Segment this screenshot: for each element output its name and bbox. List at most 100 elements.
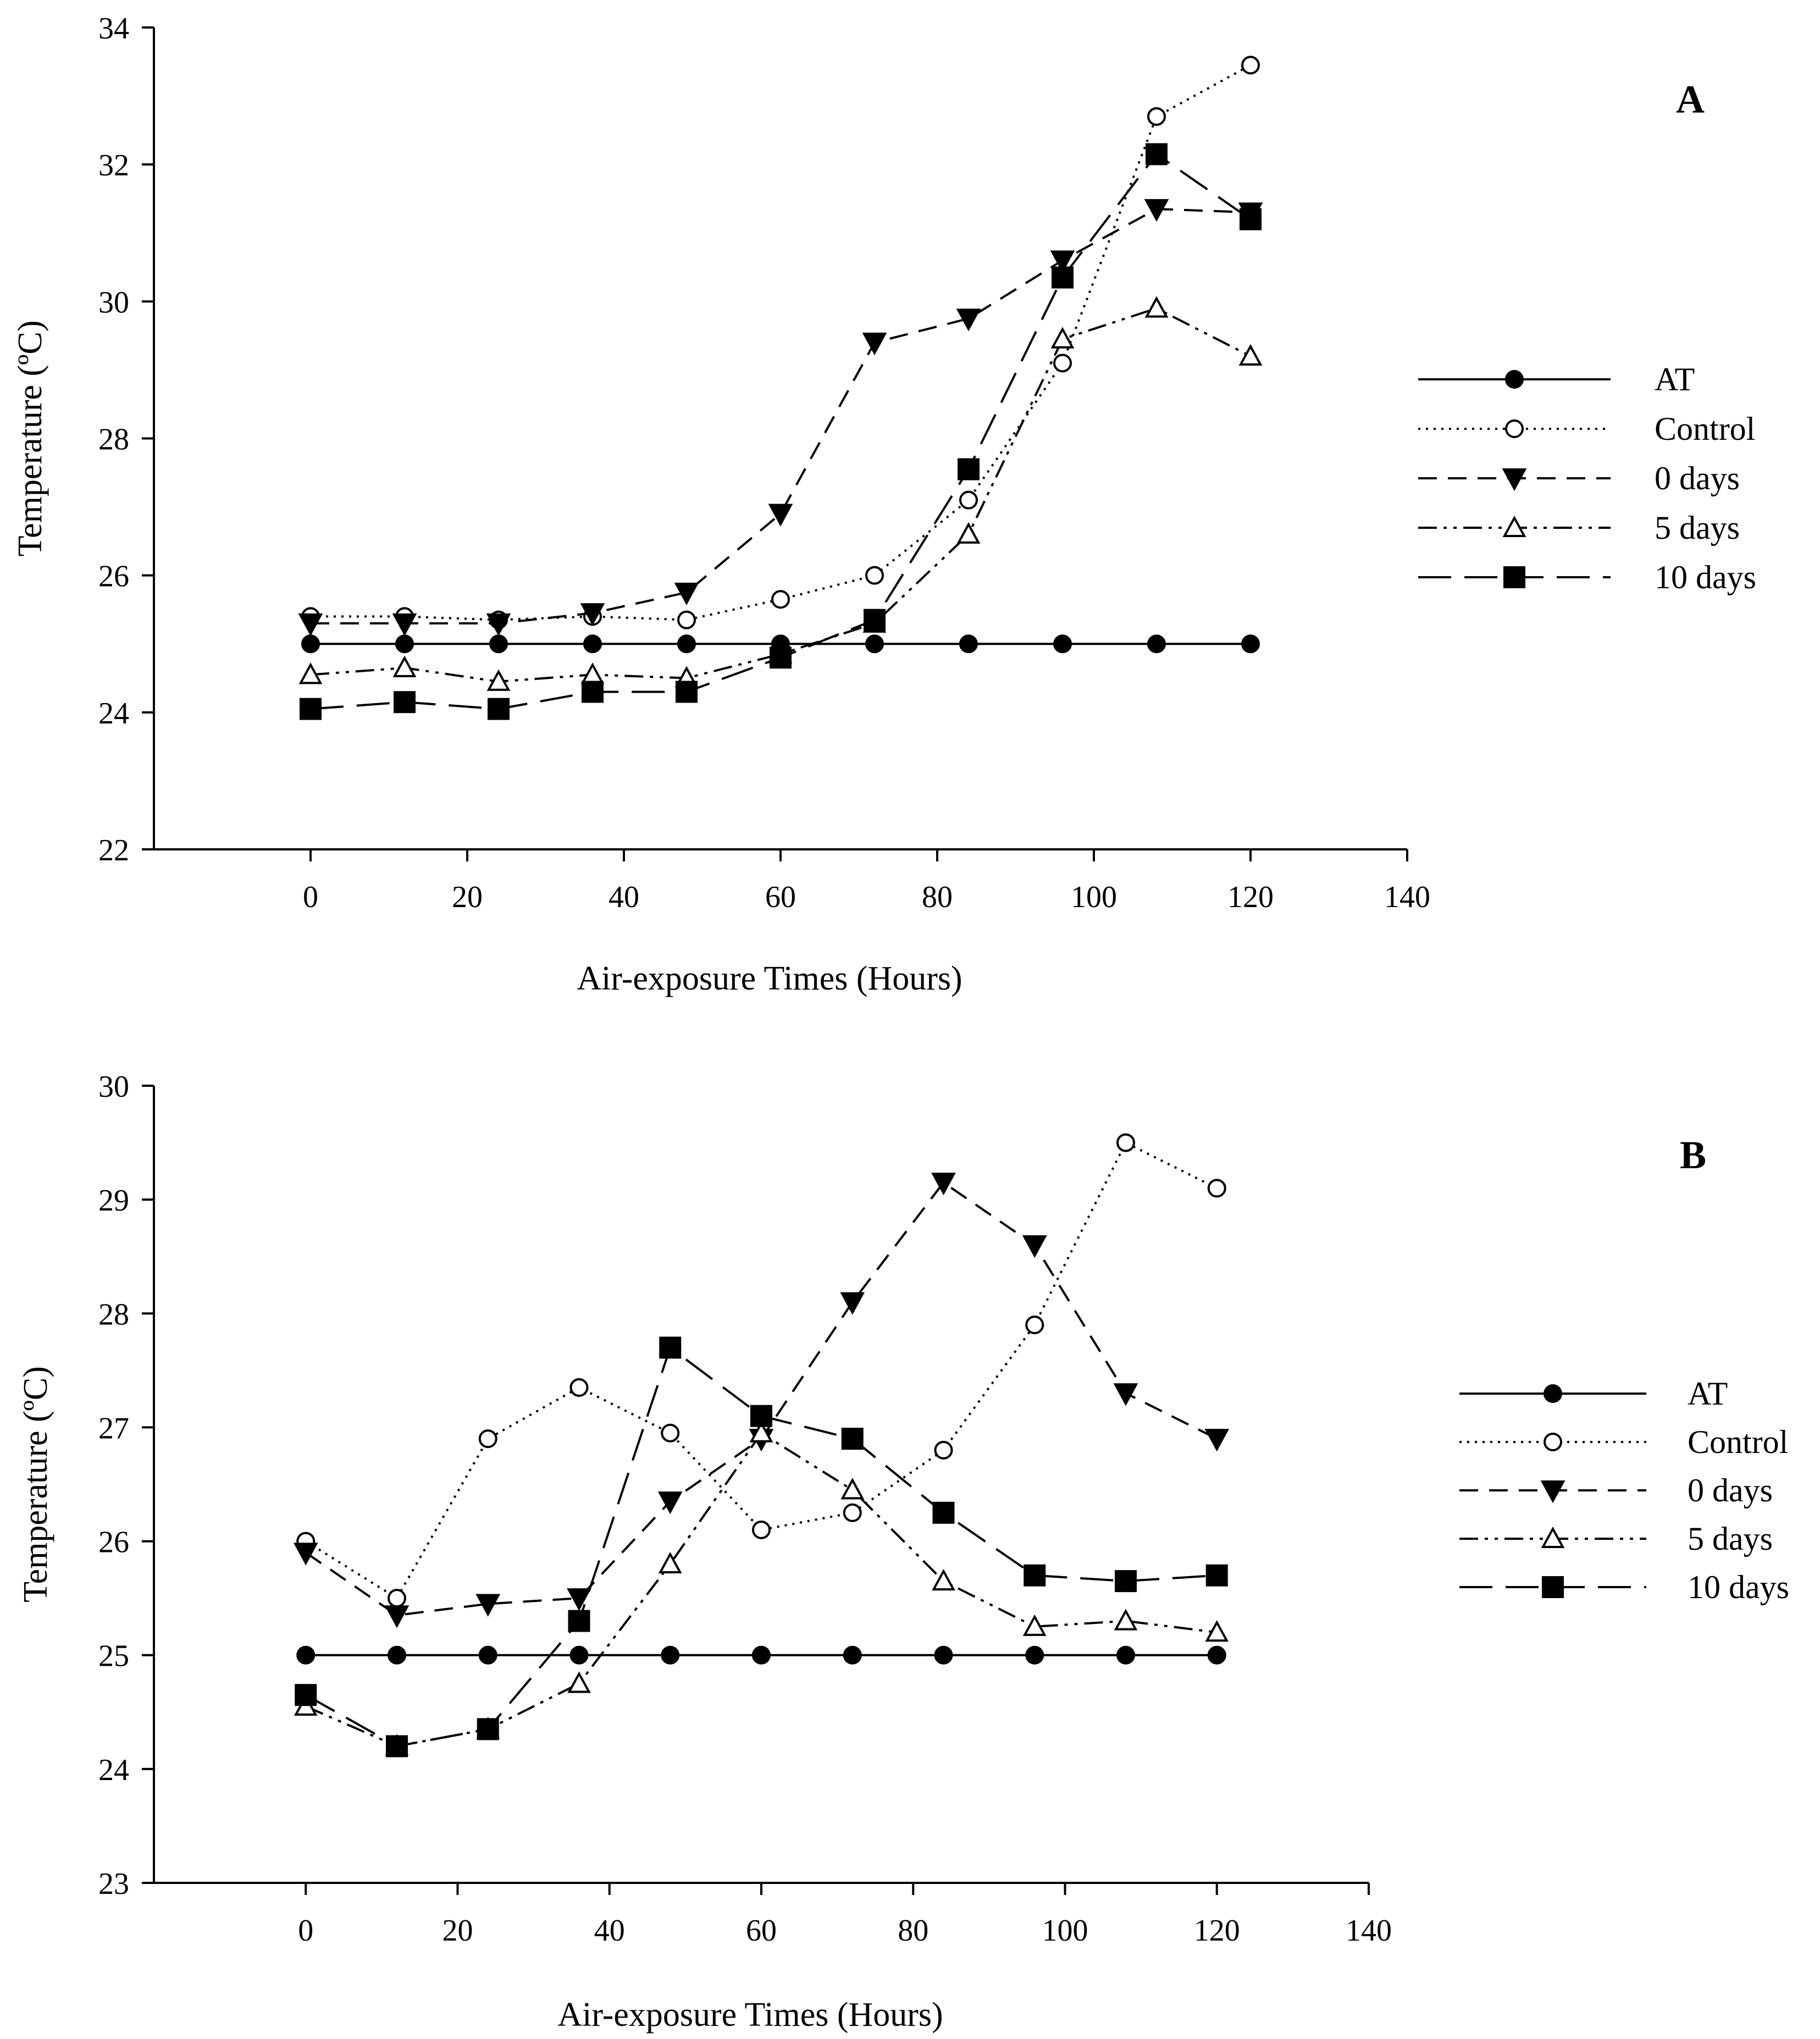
legend-label: 0 days [1688,1472,1773,1508]
marker-10-days [932,1501,955,1524]
series-line [310,307,1251,683]
legend-label: AT [1655,361,1695,397]
marker-10-days [1052,266,1074,289]
marker-at [296,1645,316,1665]
marker-0-days [657,1491,683,1515]
y-tick-label: 30 [98,1070,129,1104]
marker-control [1505,419,1524,438]
marker-10-days [295,1684,317,1706]
marker-5-days [392,655,417,677]
marker-5-days [1541,1526,1565,1548]
marker-at [388,1645,406,1665]
x-tick-label: 120 [1227,880,1274,914]
panel-letter: B [1680,1133,1706,1177]
legend: AT Control 0 days 5 days 10 days [1459,1375,1789,1605]
marker-10-days [1205,1564,1228,1587]
series-0-days [293,1173,1230,1628]
y-tick-label: 23 [98,1867,129,1901]
marker-10-days [750,1405,772,1427]
marker-0-days [1050,250,1075,273]
x-tick-label: 80 [922,880,953,914]
marker-0-days [475,1594,501,1617]
marker-control [1544,1433,1562,1451]
marker-at [677,634,696,654]
marker-5-days [749,1421,773,1443]
marker-at [865,634,884,654]
marker-0-days [1502,468,1527,491]
x-tick-label: 80 [898,1914,928,1948]
legend-label: 0 days [1655,460,1740,496]
marker-10-days [394,691,416,714]
y-tick-label: 30 [98,285,129,319]
panel-b: 0 20 40 60 80 100 120 140 23 24 25 26 27 28 29 30 Air-ex… [17,1070,1789,2034]
marker-control [865,566,884,585]
marker-at [752,1645,771,1665]
marker-5-days [1114,1609,1138,1631]
marker-5-days [580,662,605,684]
marker-0-days [862,333,887,356]
marker-10-days [582,681,604,703]
x-axis-title: Air-exposure Times (Hours) [557,1996,943,2034]
marker-0-days [1113,1383,1138,1406]
marker-control [771,590,790,609]
marker-0-days [1540,1480,1565,1504]
x-tick-label: 20 [452,880,483,914]
y-axis-title: Temperature (ºC) [12,321,49,557]
y-tick-label: 28 [98,1297,129,1331]
y-tick-label: 27 [98,1411,129,1445]
series-0-days [298,199,1263,637]
marker-5-days [658,1551,682,1573]
marker-0-days [1022,1235,1047,1258]
marker-10-days [1024,1564,1046,1587]
x-tick-label: 40 [608,880,639,914]
series-5-days [294,1421,1229,1756]
marker-at [1505,370,1524,389]
x-tick-label: 140 [1384,880,1430,914]
marker-at [569,1645,589,1665]
marker-10-days [488,698,510,720]
legend-label: AT [1688,1375,1728,1412]
legend-label: 10 days [1688,1569,1789,1605]
marker-control [661,1423,680,1443]
series-line [310,152,1252,710]
x-axis-title: Air-exposure Times (Hours) [577,960,962,997]
legend-label: Control [1655,411,1755,447]
y-tick-label: 32 [98,148,129,183]
marker-0-days [674,582,699,606]
x-tick-label: 40 [594,1914,625,1948]
marker-0-days [840,1292,865,1315]
marker-5-days [298,662,323,684]
marker-0-days [580,603,605,626]
marker-at [661,1645,680,1665]
marker-at [583,634,602,654]
marker-0-days [298,613,323,637]
marker-at [1207,1645,1226,1665]
marker-5-days [1238,344,1263,366]
y-tick-label: 29 [98,1184,129,1218]
marker-at [1544,1384,1562,1403]
marker-at [959,634,978,654]
marker-control [934,1440,953,1460]
legend-label: 10 days [1655,559,1756,595]
marker-10-days [864,609,886,631]
marker-0-days [1204,1429,1230,1452]
marker-0-days [567,1588,591,1611]
y-tick-label: 24 [98,1753,129,1787]
marker-0-days [931,1173,956,1196]
marker-0-days [392,613,417,637]
series-line [305,1141,1218,1600]
marker-5-days [956,522,981,544]
marker-10-days [386,1735,408,1758]
marker-control [843,1503,862,1522]
x-tick-label: 100 [1071,880,1117,914]
y-tick-label: 22 [98,833,129,867]
marker-control [752,1520,771,1539]
marker-10-days [1115,1570,1137,1593]
marker-at [489,634,508,654]
panel-a: 0 20 40 60 80 100 120 140 22 24 26 28 30 32 34 Air-expo… [12,12,1756,997]
legend-label: 5 days [1688,1521,1773,1557]
marker-10-days [300,698,322,720]
marker-control [569,1378,589,1397]
y-axis-title: Temperature (ºC) [17,1366,54,1603]
marker-control [478,1429,497,1449]
